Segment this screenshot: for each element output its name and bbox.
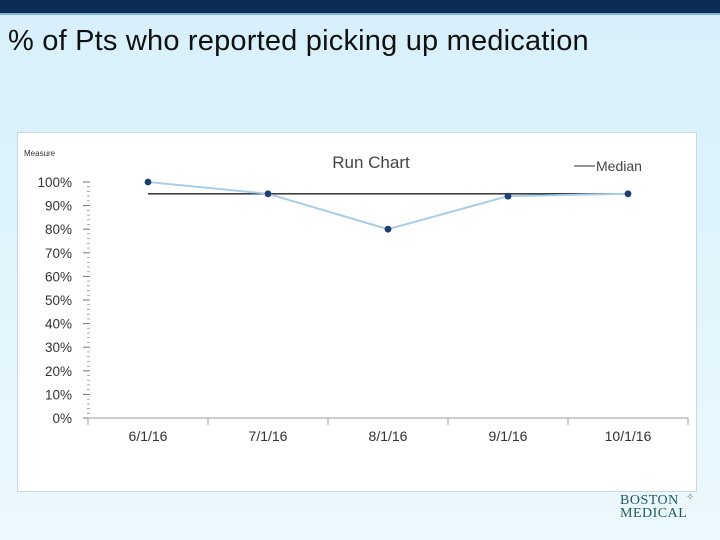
slide-title: % of Pts who reported picking up medicat… [8,25,589,57]
x-tick-label: 7/1/16 [249,428,288,444]
measure-point [504,192,512,200]
legend: Median [574,158,642,174]
run-chart: Measure Run Chart Median 0% 10% 20% 30% 40% 5… [24,149,689,444]
y-tick-label: 100% [37,175,72,190]
top-banner [0,0,720,13]
logo-line-1: BOSTON [620,493,679,508]
y-tick-label: 0% [52,411,72,426]
measure-point [384,225,392,233]
y-tick-label: 40% [45,317,72,332]
logo-line-2: MEDICAL [620,506,688,521]
y-tick-label: 90% [45,199,72,214]
y-tick-label: 70% [45,246,72,261]
y-tick-label: 20% [45,364,72,379]
top-banner-accent [0,13,720,15]
chart-title: Run Chart [332,153,410,172]
y-tick-label: 50% [45,293,72,308]
x-tick-label: 10/1/16 [605,428,652,444]
x-tick-label: 8/1/16 [369,428,408,444]
logo-star-icon: ✧ [686,492,695,503]
chart-panel: Measure Run Chart Median 0% 10% 20% 30% 40% 5… [18,133,696,491]
measure-point [264,190,272,198]
y-tick-label: 30% [45,340,72,355]
y-tick-label: 80% [45,222,72,237]
boston-medical-logo: ✧ BOSTON MEDICAL [620,492,700,524]
measure-point [144,178,152,186]
y-axis-label: Measure [24,149,56,158]
y-tick-label: 10% [45,387,72,402]
x-tick-label: 9/1/16 [489,428,528,444]
x-tick-label: 6/1/16 [129,428,168,444]
legend-median-label: Median [596,158,642,174]
measure-point [624,190,632,198]
measure-line [147,181,629,231]
y-tick-label: 60% [45,269,72,284]
